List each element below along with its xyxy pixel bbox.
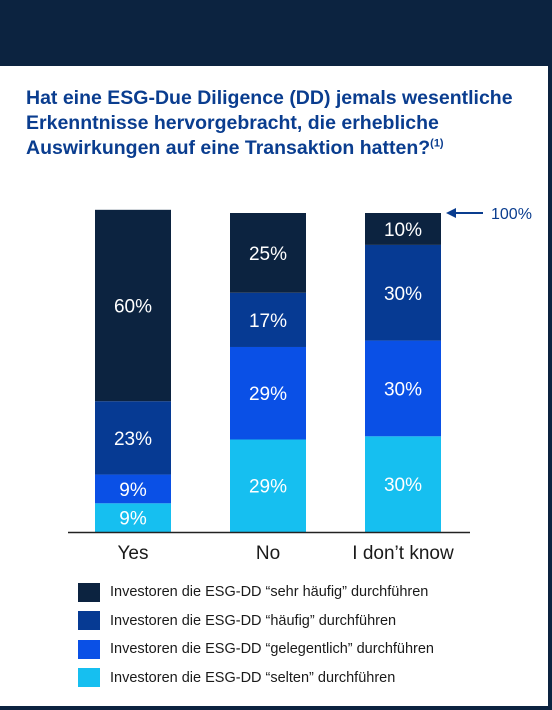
chart-title-text: Hat eine ESG-Due Diligence (DD) jemals w… [26,87,513,159]
data-label-1-4: 60% [114,297,152,318]
bar-segment-1-1 [95,503,171,532]
data-label-1-2: 9% [119,480,147,501]
bar-segment-3-2 [365,340,441,437]
bar-segment-2-1 [230,439,306,532]
reference-marker: 100% [446,206,532,223]
bar-segment-1-3 [95,401,171,475]
bar-segment-2-4 [230,213,306,293]
data-label-2-3: 17% [249,311,287,332]
legend: Investoren die ESG-DD “sehr häufig” durc… [78,578,434,692]
reference-arrow-head-icon [446,208,456,218]
category-label-3: I don’t know [352,543,454,564]
legend-label: Investoren die ESG-DD “sehr häufig” durc… [110,584,429,601]
bar-segment-1-2 [95,474,171,504]
stacked-bar-chart: 9% 9% 23% 60% 29% 29% 17% 25% 30% 30% 30% 10% Yes No… [68,206,532,564]
data-label-3-3: 30% [384,284,422,305]
category-label-2: No [256,543,280,564]
category-labels: Yes No I don’t know [118,543,454,564]
legend-swatch [78,611,100,631]
category-label-1: Yes [118,543,149,564]
chart-title-footnote: (1) [430,137,444,150]
bar-segment-1-4 [95,209,171,402]
legend-label: Investoren die ESG-DD “häufig” durchführ… [110,612,397,629]
legend-item-2: Investoren die ESG-DD “häufig” durchführ… [78,607,434,636]
data-label-2-1: 29% [249,477,287,498]
data-label-3-1: 30% [384,475,422,496]
legend-swatch [78,639,100,659]
chart-title: Hat eine ESG-Due Diligence (DD) jemals w… [26,86,526,161]
bar-segment-3-4 [365,213,441,245]
legend-label: Investoren die ESG-DD “selten” durchführ… [110,669,396,686]
data-label-2-2: 29% [249,384,287,405]
legend-label: Investoren die ESG-DD “gelegentlich” dur… [110,641,434,658]
chart-panel: Hat eine ESG-Due Diligence (DD) jemals w… [0,66,548,706]
data-label-3-2: 30% [384,379,422,400]
data-label-1-3: 23% [114,429,152,450]
bar-segment-2-2 [230,346,306,440]
bar-segment-3-3 [365,244,441,341]
reference-label: 100% [491,206,532,223]
legend-swatch [78,668,100,688]
bar-segment-3-1 [365,436,441,532]
legend-swatch [78,582,100,602]
bar-segment-2-3 [230,292,306,347]
bars-group: 9% 9% 23% 60% 29% 29% 17% 25% 30% 30% 30% 10% [95,209,441,532]
legend-item-3: Investoren die ESG-DD “gelegentlich” dur… [78,635,434,664]
data-label-2-4: 25% [249,244,287,265]
data-label-3-4: 10% [384,220,422,241]
data-label-1-1: 9% [119,509,147,530]
legend-item-1: Investoren die ESG-DD “sehr häufig” durc… [78,578,434,607]
legend-item-4: Investoren die ESG-DD “selten” durchführ… [78,664,434,693]
